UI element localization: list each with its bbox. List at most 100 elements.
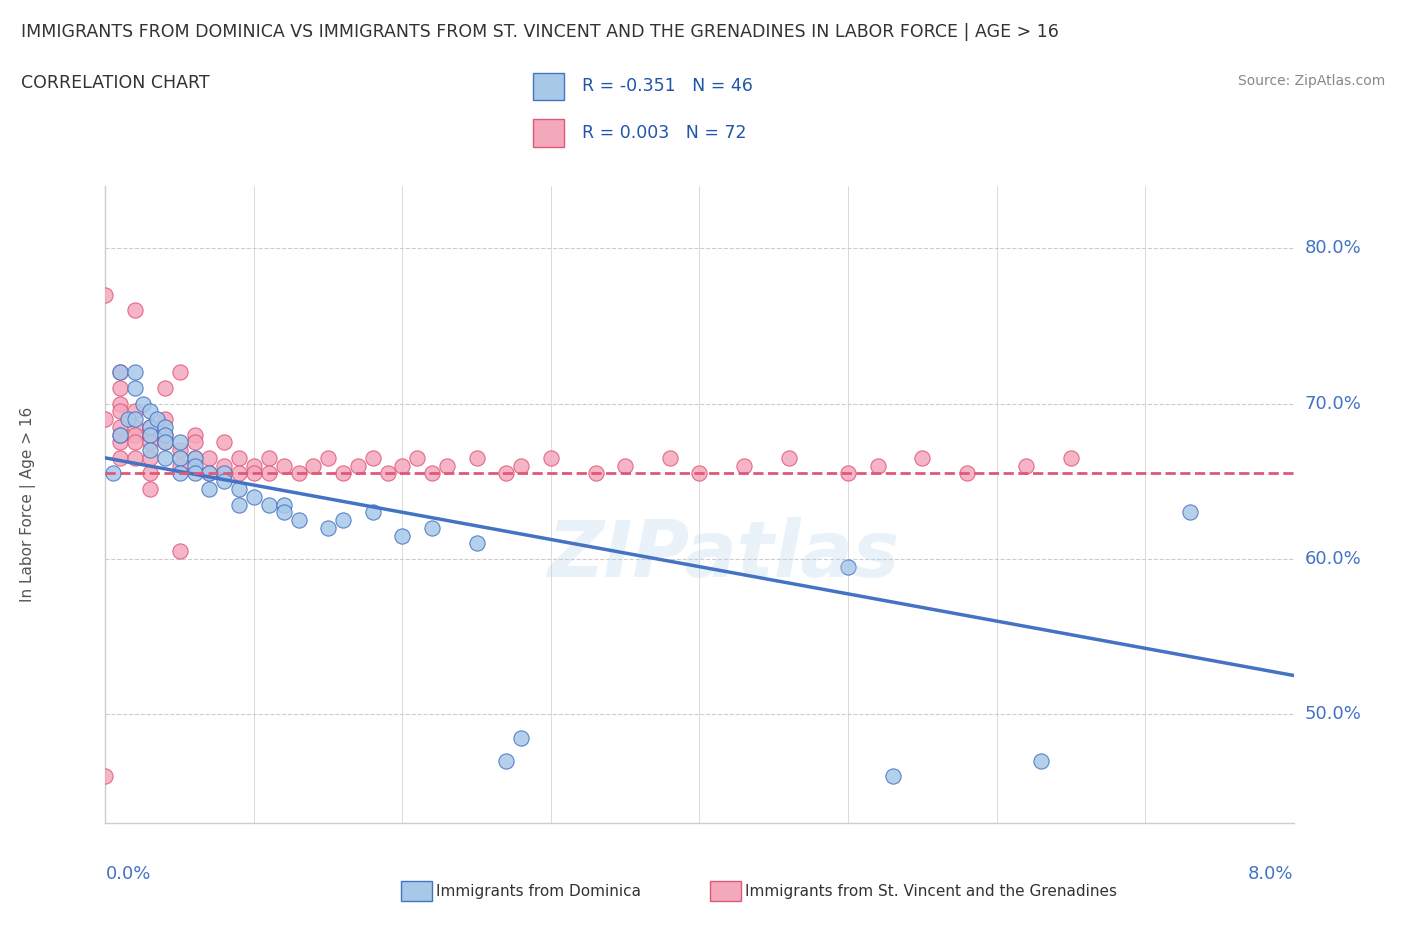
Point [169,443,191,458]
Point [866,458,889,473]
Point [110,404,132,418]
Point [316,450,339,465]
Point [733,458,755,473]
Point [110,419,132,434]
Point [228,482,250,497]
Point [614,458,637,473]
Point [110,365,132,379]
Point [465,450,488,465]
Point [540,450,562,465]
Text: IMMIGRANTS FROM DOMINICA VS IMMIGRANTS FROM ST. VINCENT AND THE GRENADINES IN LA: IMMIGRANTS FROM DOMINICA VS IMMIGRANTS F… [21,23,1059,41]
Text: ZIPatlas: ZIPatlas [547,517,900,593]
Point [110,450,132,465]
Point [110,427,132,442]
Point [495,466,517,481]
Point [214,458,236,473]
Point [243,489,266,504]
Point [94,287,117,302]
Point [316,521,339,536]
Point [110,435,132,450]
Bar [533,119,564,147]
Point [124,450,146,465]
Point [110,396,132,411]
Point [183,450,205,465]
Point [257,498,280,512]
Point [214,466,236,481]
Point [153,419,176,434]
Point [420,466,443,481]
Point [139,450,162,465]
Point [956,466,979,481]
Point [124,412,146,427]
Point [139,427,162,442]
Point [689,466,711,481]
Point [228,450,250,465]
Point [139,419,162,434]
Point [117,412,139,427]
Point [169,450,191,465]
Point [153,435,176,450]
Point [243,466,266,481]
Point [146,412,169,427]
Point [139,482,162,497]
Text: In Labor Force | Age > 16: In Labor Force | Age > 16 [20,407,37,602]
Text: 8.0%: 8.0% [1249,865,1294,883]
Text: 60.0%: 60.0% [1305,550,1361,568]
Point [124,365,146,379]
Point [131,396,153,411]
Point [911,450,934,465]
Point [510,730,533,745]
Point [169,365,191,379]
Point [228,498,250,512]
Point [139,404,162,418]
Point [347,458,370,473]
Point [273,498,295,512]
Point [94,769,117,784]
Point [139,443,162,458]
Point [1015,458,1038,473]
Point [139,419,162,434]
Point [302,458,325,473]
Point [361,450,384,465]
Point [169,458,191,473]
Point [169,544,191,559]
Point [110,380,132,395]
Point [94,412,117,427]
Point [495,753,517,768]
Point [287,466,309,481]
Point [139,435,162,450]
Point [585,466,607,481]
Point [228,466,250,481]
Text: 0.0%: 0.0% [105,865,150,883]
Point [332,466,354,481]
Point [153,412,176,427]
Point [124,435,146,450]
Point [1178,505,1201,520]
Point [198,466,221,481]
Text: R = 0.003   N = 72: R = 0.003 N = 72 [582,124,747,142]
Point [214,435,236,450]
Point [198,450,221,465]
Point [183,435,205,450]
Point [243,458,266,473]
Point [139,466,162,481]
Point [110,427,132,442]
Point [420,521,443,536]
Point [406,450,429,465]
Text: 70.0%: 70.0% [1305,394,1361,413]
Text: R = -0.351   N = 46: R = -0.351 N = 46 [582,77,754,96]
Point [214,473,236,488]
Point [183,450,205,465]
Text: 80.0%: 80.0% [1305,239,1361,258]
Point [658,450,681,465]
Point [198,466,221,481]
Point [183,427,205,442]
Point [153,427,176,442]
Point [153,427,176,442]
Point [377,466,399,481]
Point [124,303,146,318]
Point [257,450,280,465]
Point [101,466,124,481]
Point [391,458,413,473]
Point [882,769,904,784]
